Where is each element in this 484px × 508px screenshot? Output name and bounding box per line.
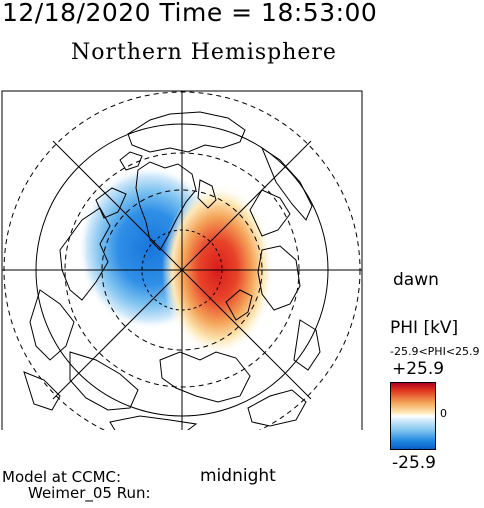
date-time-header: 12/18/2020 Time = 18:53:00 xyxy=(2,0,378,27)
model-label: Model at CCMC: xyxy=(2,468,122,486)
colorbar-zero-label: 0 xyxy=(440,407,447,420)
colorbar-title: PHI [kV] xyxy=(390,318,459,338)
run-label: Weimer_05 Run: xyxy=(28,484,151,502)
polar-map xyxy=(1,90,363,430)
colorbar-range: -25.9<PHI<25.9 xyxy=(390,345,480,358)
dawn-label: dawn xyxy=(393,270,439,290)
midnight-label: midnight xyxy=(200,466,276,486)
colorbar-min-label: -25.9 xyxy=(392,453,436,473)
meridian-lines xyxy=(2,91,362,430)
colorbar-max-label: +25.9 xyxy=(392,359,445,379)
plot-title: Northern Hemisphere xyxy=(71,40,337,65)
colorbar xyxy=(390,382,436,450)
